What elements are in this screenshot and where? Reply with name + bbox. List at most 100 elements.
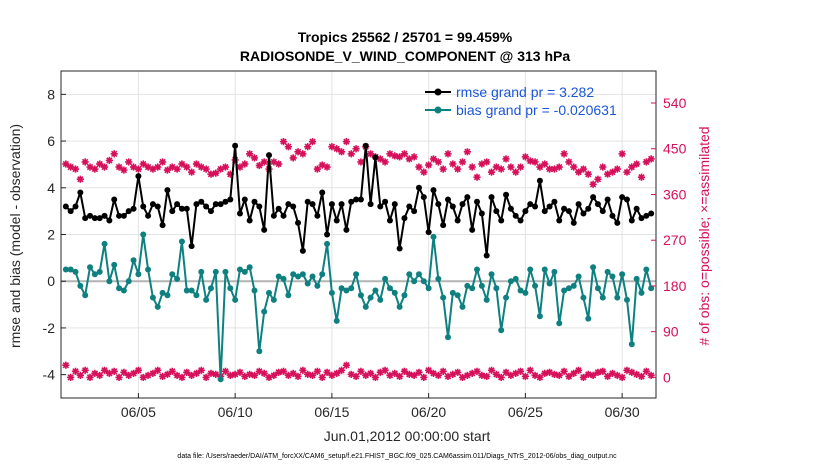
bias-point [367, 294, 374, 301]
bias-point [362, 303, 369, 310]
bias-point [377, 296, 384, 303]
rmse-point [565, 208, 572, 215]
bias-point [551, 268, 558, 275]
rmse-point [333, 217, 340, 224]
obs-possible-marker [545, 165, 554, 173]
rmse-point [222, 198, 229, 205]
obs-assimilated-marker [289, 369, 297, 377]
rmse-point [483, 252, 490, 259]
obs-assimilated-marker [144, 371, 152, 379]
bias-point [314, 282, 321, 289]
rmse-point [77, 189, 84, 196]
obs-assimilated-marker [570, 369, 578, 377]
footer-data-file: data file: /Users/raeder/DAI/ATM_forcXX/… [177, 453, 617, 460]
bias-point [299, 271, 306, 278]
obs-assimilated-marker [347, 370, 355, 378]
obs-assimilated-marker [410, 371, 418, 379]
obs-assimilated-marker [120, 368, 128, 376]
obs-assimilated-marker [168, 367, 176, 375]
obs-assimilated-marker [391, 369, 399, 377]
bias-point [580, 294, 587, 301]
chart-subtitle: RADIOSONDE_V_WIND_COMPONENT @ 313 hPa [240, 48, 570, 64]
obs-possible-marker [647, 155, 655, 163]
bias-point [420, 278, 427, 285]
bias-point [222, 268, 229, 275]
rmse-point [299, 247, 306, 254]
bias-point [72, 268, 79, 275]
obs-possible-marker [483, 158, 491, 166]
rmse-point [604, 196, 611, 203]
rmse-point [594, 201, 601, 208]
obs-possible-marker [633, 160, 641, 168]
rmse-point [266, 152, 273, 159]
obs-possible-marker [91, 165, 99, 173]
rmse-point [140, 203, 147, 210]
rmse-point [590, 194, 597, 201]
bias-point [203, 296, 210, 303]
obs-assimilated-marker [86, 373, 94, 382]
rmse-point [130, 205, 137, 212]
obs-possible-marker [178, 160, 186, 168]
x-tick-label: 06/30 [605, 404, 640, 420]
legend-rmse-marker [434, 88, 442, 96]
bias-point [609, 273, 616, 280]
bias-point [483, 296, 490, 303]
obs-assimilated-marker [96, 371, 104, 379]
obs-assimilated-marker [604, 372, 612, 381]
bias-point [570, 282, 577, 289]
obs-possible-marker [608, 168, 617, 176]
bias-point [415, 271, 422, 278]
bias-point [145, 266, 152, 273]
bias-point [207, 285, 214, 292]
bias-point [575, 273, 582, 280]
obs-possible-marker [492, 163, 500, 171]
rmse-point [343, 226, 350, 233]
rmse-point [91, 215, 98, 222]
bias-point [227, 285, 234, 292]
obs-assimilated-marker [371, 373, 380, 382]
bias-point [275, 273, 282, 280]
rmse-point [643, 212, 650, 219]
rmse-point [367, 201, 374, 208]
rmse-point [469, 226, 476, 233]
obs-assimilated-marker [149, 369, 157, 377]
bias-point [391, 289, 398, 296]
obs-possible-marker [497, 165, 505, 173]
rmse-point [377, 203, 384, 210]
rmse-point [619, 194, 626, 201]
rmse-point [362, 142, 369, 149]
bias-point [251, 287, 258, 294]
bias-point [522, 289, 529, 296]
obs-assimilated-marker [560, 367, 568, 375]
bias-point [77, 282, 84, 289]
bias-point [101, 240, 108, 247]
rmse-point [503, 191, 510, 198]
obs-assimilated-marker [516, 367, 525, 375]
obs-possible-marker [81, 158, 89, 166]
bias-point [106, 278, 113, 285]
obs-assimilated-marker [434, 371, 442, 379]
obs-possible-marker [105, 156, 113, 165]
y-tick-label: -2 [43, 320, 56, 336]
bias-point [623, 296, 630, 303]
bias-point [328, 289, 335, 296]
rmse-point [178, 205, 185, 212]
obs-assimilated-marker [565, 372, 573, 381]
obs-assimilated-marker [294, 372, 302, 381]
rmse-point [149, 201, 156, 208]
rmse-point [638, 215, 645, 222]
rmse-point [62, 203, 69, 210]
obs-possible-marker [487, 168, 496, 176]
obs-possible-marker [444, 150, 452, 158]
bias-point [512, 275, 519, 282]
rmse-point [280, 212, 287, 219]
rmse-point [169, 208, 176, 215]
x-tick-label: 06/25 [508, 404, 543, 420]
obs-assimilated-marker [400, 367, 409, 375]
obs-assimilated-marker [173, 371, 181, 379]
bias-point [290, 271, 297, 278]
obs-possible-marker [192, 160, 201, 168]
obs-assimilated-marker [250, 371, 259, 379]
obs-assimilated-marker [163, 370, 172, 378]
